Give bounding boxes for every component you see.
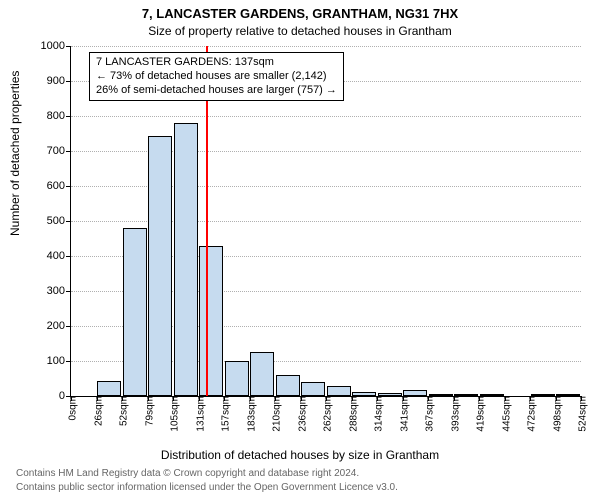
y-tick-label: 100 — [47, 355, 71, 367]
plot-area: 010020030040050060070080090010000sqm26sq… — [70, 46, 581, 397]
x-tick-label: 419sqm — [472, 396, 487, 432]
y-tick-label: 300 — [47, 285, 71, 297]
x-tick-label: 524sqm — [574, 396, 589, 432]
x-tick-label: 26sqm — [89, 396, 104, 426]
gridline — [71, 46, 581, 47]
annotation-line: 7 LANCASTER GARDENS: 137sqm — [96, 56, 337, 70]
x-tick-label: 288sqm — [344, 396, 359, 432]
histogram-bar — [403, 390, 427, 396]
x-tick-label: 445sqm — [497, 396, 512, 432]
histogram-bar — [276, 375, 300, 396]
x-axis-label: Distribution of detached houses by size … — [0, 448, 600, 462]
x-tick-label: 236sqm — [293, 396, 308, 432]
y-tick-label: 400 — [47, 250, 71, 262]
histogram-bar — [199, 246, 223, 397]
histogram-bar — [174, 123, 198, 396]
x-tick-label: 341sqm — [395, 396, 410, 432]
x-tick-label: 157sqm — [217, 396, 232, 432]
y-tick-label: 700 — [47, 145, 71, 157]
x-tick-label: 314sqm — [370, 396, 385, 432]
histogram-bar — [301, 382, 325, 396]
gridline — [71, 116, 581, 117]
y-axis-label: Number of detached properties — [8, 206, 22, 236]
x-tick-label: 79sqm — [140, 396, 155, 426]
histogram-bar — [225, 361, 249, 396]
histogram-bar — [327, 386, 351, 397]
histogram-bar — [352, 392, 376, 396]
x-tick-label: 52sqm — [115, 396, 130, 426]
footer-line-2: Contains public sector information licen… — [16, 482, 398, 493]
x-tick-label: 210sqm — [268, 396, 283, 432]
x-tick-label: 367sqm — [421, 396, 436, 432]
histogram-bar — [531, 394, 555, 396]
x-tick-label: 262sqm — [319, 396, 334, 432]
y-tick-label: 500 — [47, 215, 71, 227]
histogram-bar — [429, 394, 453, 396]
annotation-box: 7 LANCASTER GARDENS: 137sqm← 73% of deta… — [89, 52, 344, 101]
histogram-bar — [480, 394, 504, 396]
y-tick-label: 800 — [47, 110, 71, 122]
x-tick-label: 131sqm — [191, 396, 206, 432]
annotation-line: 26% of semi-detached houses are larger (… — [96, 84, 337, 98]
x-tick-label: 105sqm — [166, 396, 181, 432]
x-tick-label: 183sqm — [242, 396, 257, 432]
chart-container: 7, LANCASTER GARDENS, GRANTHAM, NG31 7HX… — [0, 0, 600, 500]
histogram-bar — [556, 394, 580, 396]
histogram-bar — [250, 352, 274, 396]
annotation-line: ← 73% of detached houses are smaller (2,… — [96, 70, 337, 84]
x-tick-label: 472sqm — [523, 396, 538, 432]
histogram-bar — [97, 381, 121, 396]
y-tick-label: 1000 — [41, 40, 71, 52]
x-tick-label: 0sqm — [64, 396, 79, 420]
histogram-bar — [378, 393, 402, 397]
y-tick-label: 200 — [47, 320, 71, 332]
y-tick-label: 600 — [47, 180, 71, 192]
histogram-bar — [123, 228, 147, 396]
histogram-bar — [454, 394, 478, 396]
histogram-bar — [148, 136, 172, 396]
y-tick-label: 900 — [47, 75, 71, 87]
x-tick-label: 393sqm — [446, 396, 461, 432]
x-tick-label: 498sqm — [548, 396, 563, 432]
footer-line-1: Contains HM Land Registry data © Crown c… — [16, 468, 359, 479]
chart-title-sub: Size of property relative to detached ho… — [0, 24, 600, 38]
chart-title-main: 7, LANCASTER GARDENS, GRANTHAM, NG31 7HX — [0, 6, 600, 21]
